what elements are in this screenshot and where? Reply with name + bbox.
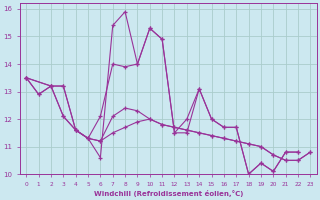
X-axis label: Windchill (Refroidissement éolien,°C): Windchill (Refroidissement éolien,°C) <box>94 190 243 197</box>
